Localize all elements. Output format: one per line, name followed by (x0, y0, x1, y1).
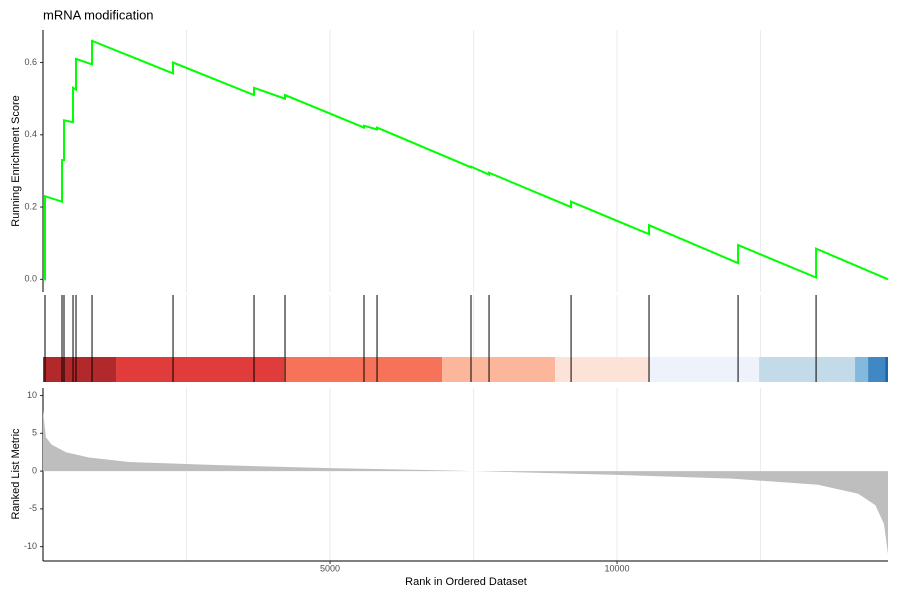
y-tick-label: 0 (32, 465, 37, 475)
x-tick-label: 5000 (320, 563, 340, 573)
rank-bin (284, 357, 443, 382)
rank-bin (855, 357, 869, 382)
rank-bin (759, 357, 856, 382)
y-tick-label: 0.2 (24, 201, 37, 211)
enrichment-line (43, 39, 889, 281)
chart-title: mRNA modification (43, 7, 154, 22)
rank-bin (116, 357, 285, 382)
x-tick-label: 10000 (605, 563, 630, 573)
x-axis-label: Rank in Ordered Dataset (405, 576, 527, 588)
rank-bin (649, 357, 760, 382)
rank-bin (442, 357, 556, 382)
y-tick-label: 0.6 (24, 57, 37, 67)
metric-area (43, 410, 888, 555)
rank-bin (43, 357, 117, 382)
y-tick-label: -10 (24, 541, 37, 551)
y-axis-label: Running Enrichment Score (10, 95, 22, 226)
rank-bin (555, 357, 650, 382)
y-tick-label: 0.0 (24, 274, 37, 284)
y-tick-label: 5 (32, 428, 37, 438)
y-tick-label: 0.4 (24, 129, 37, 139)
y-tick-label: 10 (27, 390, 37, 400)
rank-bin (885, 357, 888, 382)
y-tick-label: -5 (29, 503, 37, 513)
y-axis-label: Ranked List Metric (10, 428, 22, 520)
rank-bin (868, 357, 886, 382)
